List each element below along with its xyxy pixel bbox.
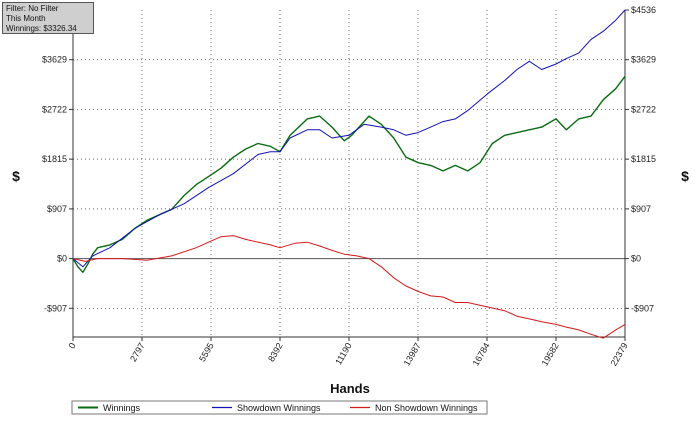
y-tick-label-left: $1815 [42, 154, 67, 164]
x-tick-label: 5595 [197, 341, 216, 363]
legend-label-winnings: Winnings [103, 403, 141, 413]
filter-label: Filter: No Filter [6, 4, 59, 13]
filter-info-box: Filter: No Filter This Month Winnings: $… [2, 2, 94, 34]
y-tick-label-right: $4536 [631, 5, 656, 15]
y-tick-label-left: $3629 [42, 55, 67, 65]
y-tick-label-right: $907 [631, 204, 651, 214]
grid-lines [73, 10, 625, 337]
y-axis-label-right: $ [681, 168, 689, 184]
series-lines [72, 9, 626, 339]
y-tick-label-left: $0 [57, 254, 67, 264]
non-showdown-winnings-line [72, 235, 626, 339]
legend: Winnings Showdown Winnings Non Showdown Wi… [71, 400, 488, 415]
winnings-total: Winnings: $3326.34 [6, 24, 77, 33]
x-tick-label: 8392 [266, 341, 285, 363]
y-axis-label-left: $ [12, 168, 20, 184]
legend-label-non-showdown-winnings: Non Showdown Winnings [375, 403, 478, 413]
y-tick-label-right: $1815 [631, 154, 656, 164]
showdown-winnings-line [72, 9, 626, 268]
x-axis-label: Hands [330, 381, 370, 396]
chart-axes [69, 9, 629, 341]
x-tick-label: 16784 [471, 341, 492, 368]
x-tick-label: 2797 [128, 341, 147, 363]
y-tick-label-right: $3629 [631, 55, 656, 65]
y-tick-label-left: $907 [47, 204, 67, 214]
x-tick-label: 19582 [540, 341, 561, 368]
x-tick-label: 0 [67, 341, 78, 350]
y-tick-label-right: $2722 [631, 104, 656, 114]
y-tick-label-left: $2722 [42, 104, 67, 114]
x-tick-label: 11190 [333, 341, 354, 367]
x-tick-label: 22379 [609, 341, 630, 368]
x-tick-label: 13987 [402, 341, 423, 368]
y-tick-label-left: -$907 [44, 303, 67, 313]
y-tick-label-right: $0 [631, 254, 641, 264]
y-tick-label-right: -$907 [631, 303, 654, 313]
period-label: This Month [6, 14, 46, 23]
legend-box [71, 400, 488, 415]
legend-label-showdown-winnings: Showdown Winnings [237, 403, 321, 413]
